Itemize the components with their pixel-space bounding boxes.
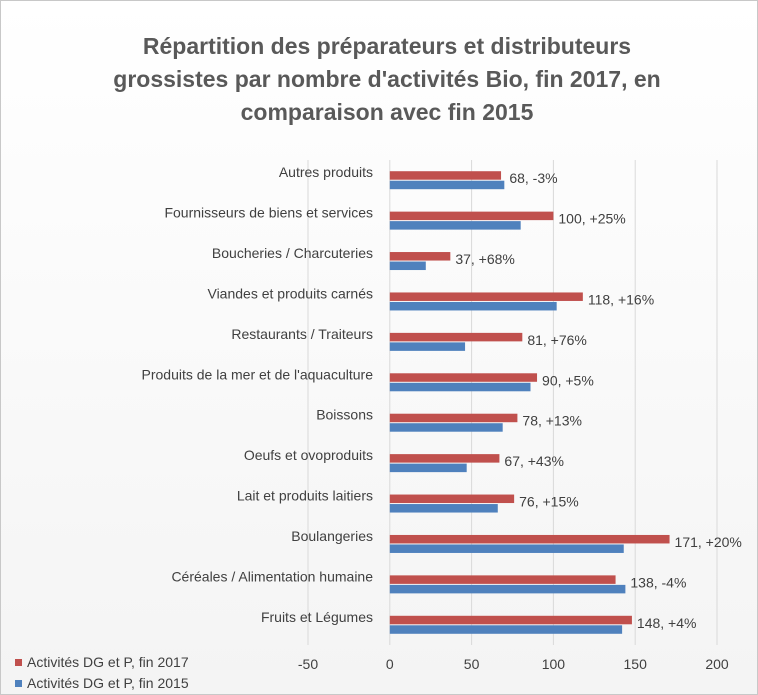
x-tick-label: 100 [542, 656, 566, 672]
category-label: Restaurants / Traiteurs [231, 326, 373, 342]
bar-2017 [389, 454, 500, 463]
bar-2015 [389, 221, 521, 230]
category-label: Produits de la mer et de l'aquaculture [142, 366, 374, 382]
x-tick-label: 0 [386, 656, 394, 672]
bar-2017 [389, 575, 616, 584]
legend-label: Activités DG et P, fin 2015 [27, 675, 189, 691]
category-label: Boucheries / Charcuteries [212, 245, 373, 261]
category-label: Boulangeries [291, 528, 373, 544]
data-label: 148, +4% [637, 615, 697, 631]
bar-2015 [389, 584, 626, 594]
x-tick-label: 150 [624, 656, 648, 672]
bar-2015 [389, 342, 466, 351]
bar-2017 [389, 171, 502, 180]
bar-2015 [389, 261, 426, 271]
category-label: Fournisseurs de biens et services [164, 205, 373, 221]
data-label: 68, -3% [509, 170, 557, 186]
bar-2017 [389, 211, 554, 221]
bar-2017 [389, 494, 515, 504]
data-label: 138, -4% [630, 574, 686, 590]
bar-2015 [389, 504, 498, 513]
bar-2015 [389, 544, 624, 553]
bar-2015 [389, 463, 467, 473]
bar-2015 [389, 301, 557, 311]
bar-2015 [389, 382, 531, 392]
chart-title-line: comparaison avec fin 2015 [241, 99, 534, 125]
legend-swatch [15, 659, 22, 666]
category-label: Lait et produits laitiers [237, 488, 373, 504]
category-label: Céréales / Alimentation humaine [171, 568, 373, 584]
category-label: Viandes et produits carnés [207, 285, 373, 301]
bar-2015 [389, 180, 505, 190]
legend-swatch [15, 680, 22, 687]
data-label: 67, +43% [504, 453, 564, 469]
data-label: 37, +68% [455, 251, 515, 267]
data-label: 171, +20% [675, 534, 742, 550]
x-tick-label: 50 [464, 656, 480, 672]
bar-2017 [389, 413, 518, 423]
category-label: Oeufs et ovoproduits [244, 447, 373, 463]
legend-label: Activités DG et P, fin 2017 [27, 654, 189, 670]
bar-2017 [389, 373, 538, 382]
bar-2017 [389, 292, 583, 301]
bar-2015 [389, 423, 503, 432]
x-tick-label: -50 [298, 656, 318, 672]
chart-title-line: Répartition des préparateurs et distribu… [143, 33, 631, 59]
bar-2017 [389, 332, 523, 342]
data-label: 100, +25% [558, 211, 625, 227]
chart-title-line: grossistes par nombre d'activités Bio, f… [113, 66, 660, 92]
bar-2015 [389, 625, 623, 634]
data-label: 76, +15% [519, 494, 579, 510]
data-label: 78, +13% [522, 413, 582, 429]
category-label: Fruits et Légumes [261, 609, 373, 625]
category-label: Boissons [316, 407, 373, 423]
category-label: Autres produits [279, 164, 373, 180]
data-label: 81, +76% [527, 332, 587, 348]
bar-2017 [389, 615, 632, 625]
data-label: 90, +5% [542, 372, 594, 388]
bar-2017 [389, 252, 451, 261]
data-label: 118, +16% [588, 291, 654, 307]
x-tick-label: 200 [705, 656, 729, 672]
bar-2017 [389, 534, 670, 544]
